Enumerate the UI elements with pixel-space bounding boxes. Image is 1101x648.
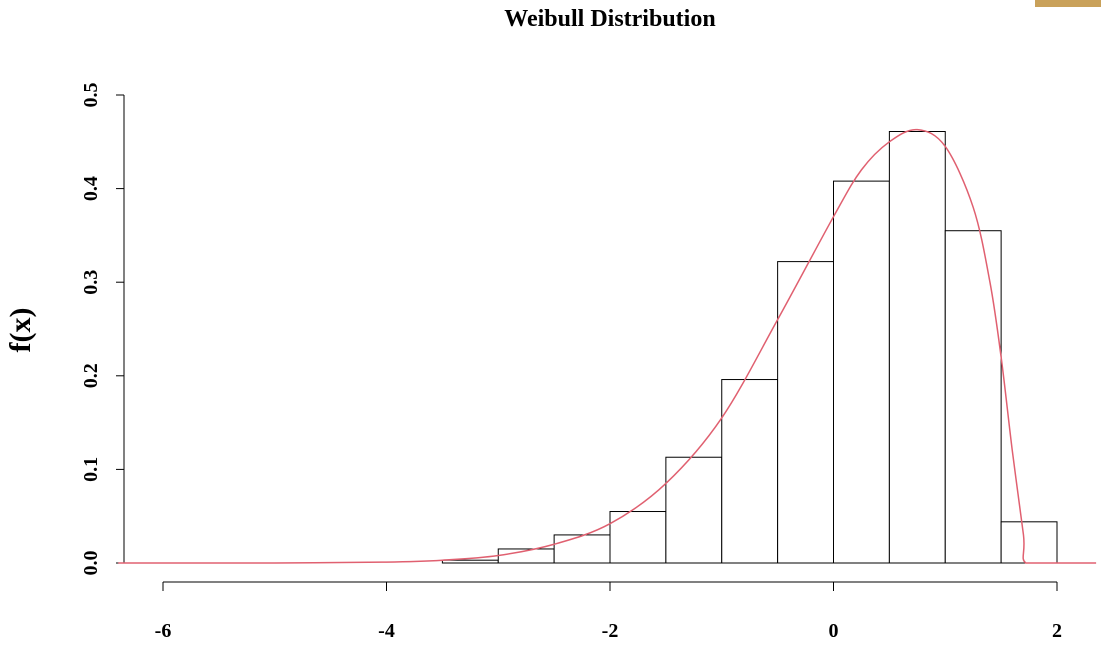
chart-title: Weibull Distribution — [504, 6, 715, 32]
histogram-bar — [944, 230, 1002, 564]
histogram-bar — [553, 534, 611, 564]
y-axis: 0.0 0.1 0.2 0.3 0.4 0.5 — [80, 83, 125, 576]
histogram-bar — [609, 511, 667, 564]
histogram-bar — [888, 131, 946, 564]
x-tick-label: -4 — [378, 620, 395, 642]
y-tick-label: 0.4 — [80, 176, 102, 201]
y-tick-label: 0.3 — [80, 270, 102, 295]
x-tick-label: -2 — [602, 620, 619, 642]
y-tick-label: 0.0 — [80, 551, 102, 576]
x-tick-label: -6 — [155, 620, 172, 642]
density-curve — [118, 128, 1097, 564]
histogram-bar — [441, 559, 499, 564]
y-axis-label: f(x) — [4, 308, 37, 353]
corner-thumbnail-strip — [1035, 0, 1101, 7]
x-axis: -6 -4 -2 0 2 — [155, 581, 1062, 642]
y-tick-label: 0.5 — [80, 83, 102, 108]
x-tick-label: 2 — [1052, 620, 1062, 642]
y-tick-label: 0.2 — [80, 363, 102, 388]
x-tick-label: 0 — [829, 620, 839, 642]
histogram-bar — [721, 379, 779, 564]
histogram-bar — [665, 456, 723, 564]
histogram-bars — [441, 131, 1058, 564]
histogram-bar — [833, 180, 890, 564]
histogram-bar — [777, 261, 834, 564]
histogram-bar — [1000, 521, 1058, 564]
y-tick-label: 0.1 — [80, 457, 102, 482]
